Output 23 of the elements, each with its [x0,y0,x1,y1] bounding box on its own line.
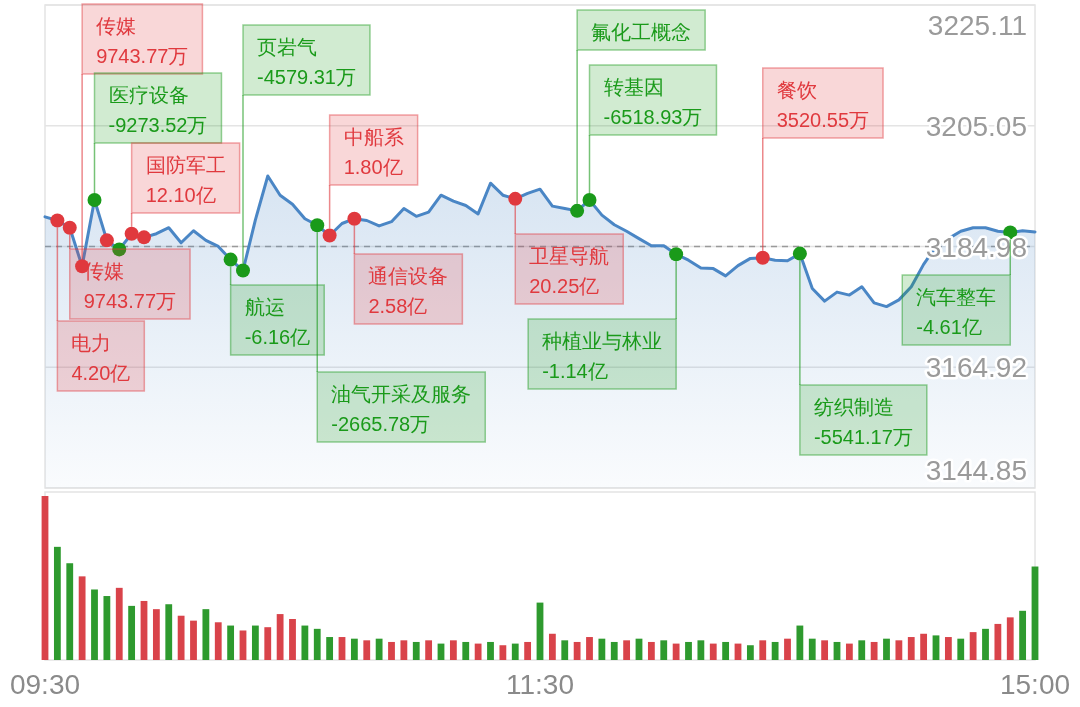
annotation: 纺织制造 -5541.17万 [813,396,913,448]
annotation: 汽车整车 -4.61亿 [916,286,997,338]
x-tick-label: 11:30 [506,669,574,700]
annotation: 餐饮 3520.55万 [776,79,870,131]
annotation: 页岩气 -4579.31万 [257,36,356,88]
annotation: 医疗设备 -9273.52万 [108,84,208,136]
x-tick-label: 15:00 [999,669,1071,700]
annotation: 种植业与林业 -1.14亿 [542,330,663,382]
annotation: 转基因 -6518.93万 [603,76,703,128]
annotation: 航运 -6.16亿 [244,296,311,348]
y-tick-label: 3225.11 [927,10,1027,41]
annotation: 通信设备 2.58亿 [368,265,449,317]
annotation: 氟化工概念 [591,21,692,43]
x-tick-label: 09:30 [9,669,81,700]
annotation: 中船系 1.80亿 [343,126,404,178]
annotation: 电力 4.20亿 [71,332,131,384]
annotation: 传媒 9743.77万 [96,15,189,67]
y-tick-label: 3164.92 [925,352,1027,384]
annotation: 国防军工 12.10亿 [145,154,226,206]
annotation: 卫星导航 20.25亿 [529,245,610,297]
annotation: 油气开采及服务 -2665.78万 [331,383,472,435]
y-tick-label: 3144.85 [925,455,1027,486]
y-tick-label: 3205.05 [925,110,1027,142]
